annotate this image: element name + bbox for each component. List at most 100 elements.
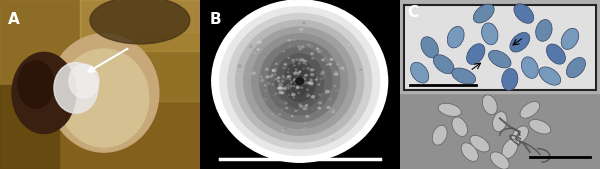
- Ellipse shape: [286, 78, 288, 80]
- Ellipse shape: [212, 0, 388, 162]
- Ellipse shape: [303, 62, 305, 63]
- Ellipse shape: [279, 87, 283, 89]
- Ellipse shape: [281, 92, 284, 94]
- Ellipse shape: [278, 92, 281, 94]
- Ellipse shape: [301, 59, 304, 61]
- Ellipse shape: [334, 71, 338, 73]
- Bar: [120, 34, 200, 101]
- Ellipse shape: [467, 44, 485, 64]
- Ellipse shape: [228, 14, 371, 149]
- Bar: [60, 101, 200, 169]
- Ellipse shape: [287, 76, 289, 77]
- Ellipse shape: [282, 101, 286, 103]
- Ellipse shape: [561, 28, 578, 50]
- Ellipse shape: [278, 80, 280, 82]
- Ellipse shape: [277, 88, 280, 89]
- Ellipse shape: [292, 93, 295, 96]
- Ellipse shape: [287, 72, 289, 73]
- Ellipse shape: [299, 72, 301, 73]
- Ellipse shape: [284, 64, 287, 65]
- Ellipse shape: [295, 81, 299, 83]
- Ellipse shape: [334, 73, 338, 76]
- Ellipse shape: [69, 64, 99, 98]
- Ellipse shape: [311, 58, 314, 59]
- Ellipse shape: [502, 68, 518, 90]
- Ellipse shape: [317, 107, 321, 109]
- Ellipse shape: [305, 74, 307, 76]
- Ellipse shape: [433, 55, 454, 74]
- Ellipse shape: [272, 69, 276, 72]
- Ellipse shape: [317, 77, 318, 78]
- Ellipse shape: [284, 87, 287, 89]
- Ellipse shape: [271, 76, 272, 77]
- Ellipse shape: [323, 77, 325, 78]
- Ellipse shape: [547, 44, 565, 64]
- Ellipse shape: [283, 88, 286, 90]
- Ellipse shape: [288, 57, 289, 58]
- Text: C: C: [407, 5, 419, 20]
- Ellipse shape: [261, 79, 264, 80]
- Ellipse shape: [289, 46, 290, 47]
- Ellipse shape: [265, 90, 266, 91]
- Ellipse shape: [296, 78, 304, 84]
- Ellipse shape: [323, 60, 326, 62]
- Ellipse shape: [281, 44, 282, 45]
- Ellipse shape: [277, 77, 280, 79]
- Ellipse shape: [286, 107, 287, 109]
- Ellipse shape: [281, 27, 283, 28]
- Ellipse shape: [310, 69, 314, 71]
- Ellipse shape: [283, 128, 286, 130]
- Ellipse shape: [319, 94, 322, 96]
- Ellipse shape: [322, 71, 324, 73]
- Ellipse shape: [292, 59, 295, 61]
- Ellipse shape: [310, 83, 313, 85]
- Ellipse shape: [337, 64, 338, 65]
- Ellipse shape: [359, 69, 362, 70]
- Ellipse shape: [326, 64, 328, 65]
- Ellipse shape: [290, 82, 292, 83]
- Ellipse shape: [292, 80, 293, 82]
- Ellipse shape: [299, 48, 301, 50]
- Ellipse shape: [303, 128, 306, 130]
- Ellipse shape: [305, 63, 307, 65]
- Ellipse shape: [279, 83, 283, 86]
- Ellipse shape: [327, 106, 330, 108]
- Ellipse shape: [325, 57, 326, 59]
- Ellipse shape: [288, 94, 289, 95]
- Ellipse shape: [311, 96, 314, 98]
- Ellipse shape: [319, 107, 320, 108]
- Ellipse shape: [303, 107, 307, 110]
- Ellipse shape: [295, 74, 296, 75]
- Ellipse shape: [295, 110, 297, 112]
- Ellipse shape: [332, 111, 335, 113]
- Ellipse shape: [59, 49, 149, 147]
- Bar: [0, 84, 60, 169]
- Bar: [0, 0, 80, 84]
- Ellipse shape: [275, 63, 277, 64]
- Ellipse shape: [257, 49, 259, 50]
- Ellipse shape: [303, 22, 305, 24]
- Ellipse shape: [452, 117, 467, 137]
- Ellipse shape: [283, 67, 284, 68]
- Ellipse shape: [295, 69, 297, 70]
- Ellipse shape: [278, 113, 281, 116]
- Ellipse shape: [280, 100, 281, 102]
- Ellipse shape: [301, 46, 304, 48]
- Ellipse shape: [536, 20, 552, 41]
- Ellipse shape: [299, 78, 301, 79]
- Ellipse shape: [268, 83, 269, 84]
- Ellipse shape: [288, 69, 289, 70]
- Ellipse shape: [299, 63, 300, 64]
- Ellipse shape: [258, 41, 262, 43]
- Ellipse shape: [320, 78, 322, 80]
- Ellipse shape: [306, 105, 308, 106]
- Ellipse shape: [289, 117, 290, 118]
- Ellipse shape: [502, 139, 518, 159]
- Ellipse shape: [304, 81, 308, 84]
- Ellipse shape: [293, 73, 295, 74]
- Ellipse shape: [296, 86, 299, 88]
- Ellipse shape: [320, 73, 323, 75]
- Ellipse shape: [330, 90, 331, 91]
- Ellipse shape: [260, 80, 263, 82]
- Ellipse shape: [308, 44, 310, 46]
